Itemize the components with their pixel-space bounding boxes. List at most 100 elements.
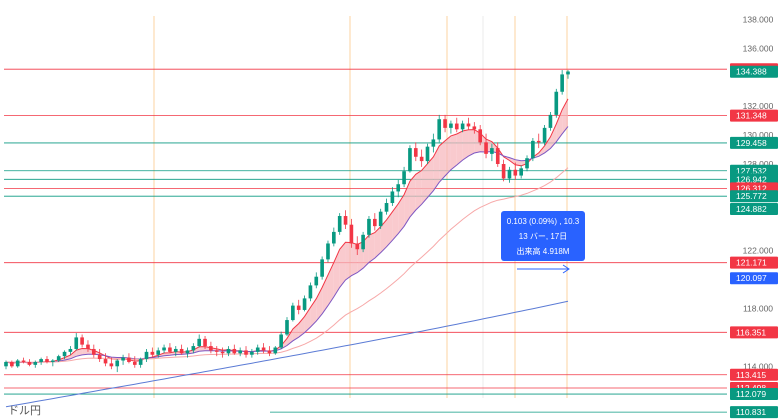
cloud-segment-66 — [392, 203, 399, 241]
cloud-segment-56 — [333, 249, 340, 297]
cloud-segment-79 — [468, 129, 475, 157]
candle-body-85 — [501, 164, 506, 179]
candle-41 — [244, 346, 248, 358]
price-badge-label-15: 110.831 — [736, 407, 766, 417]
candle-body-53 — [314, 276, 319, 286]
cloud-segment-62 — [368, 232, 375, 263]
candle-38 — [226, 346, 231, 357]
candle-77 — [454, 117, 459, 133]
candle-body-52 — [308, 285, 313, 299]
candle-body-16 — [97, 354, 102, 360]
candle-35 — [209, 341, 213, 354]
candle-69 — [408, 145, 412, 173]
candle-67 — [396, 179, 401, 198]
candle-body-4 — [27, 361, 32, 365]
candle-body-14 — [86, 344, 90, 349]
tooltip-volume: 出来高 4.918M — [516, 247, 570, 256]
candle-4 — [27, 359, 32, 367]
candle-body-87 — [513, 169, 518, 176]
candle-body-29 — [173, 348, 178, 352]
cloud-segment-70 — [415, 170, 422, 211]
y-axis-ticks: 138.000 136.000 132.000 130.000 128.000 122.0… — [743, 15, 774, 372]
candle-body-66 — [390, 191, 395, 204]
candle-body-64 — [378, 211, 383, 227]
candle-body-75 — [443, 119, 447, 128]
candle-body-63 — [372, 218, 377, 227]
candle-body-80 — [472, 126, 477, 130]
candle-body-92 — [542, 127, 547, 143]
cloud-segment-53 — [316, 287, 323, 322]
candle-27 — [162, 344, 166, 354]
candle-52 — [308, 282, 313, 302]
candle-46 — [273, 346, 278, 355]
candle-body-33 — [197, 338, 202, 347]
candle-42 — [250, 348, 254, 358]
ma-long-line — [5, 300, 569, 408]
symbol-label: ドル円 — [8, 405, 41, 417]
candle-body-1 — [10, 361, 14, 367]
price-badge-2 — [730, 109, 778, 122]
candle-body-96 — [566, 71, 570, 75]
candle-body-19 — [115, 360, 120, 367]
cloud-segment-64 — [380, 219, 387, 253]
candle-63 — [372, 213, 377, 231]
y-tick-label-2: 132.000 — [743, 101, 774, 111]
candle-33 — [197, 334, 202, 348]
candle-43 — [255, 344, 260, 355]
candle-body-45 — [267, 350, 272, 354]
candle-body-70 — [413, 148, 418, 157]
tooltip-change: 0.103 (0.09%) , 10.3 — [506, 217, 580, 226]
candle-body-69 — [408, 148, 412, 172]
price-badge-10 — [730, 272, 778, 285]
candle-87 — [513, 162, 518, 180]
candle-body-84 — [495, 148, 500, 164]
candle-body-58 — [343, 216, 348, 225]
candle-25 — [150, 347, 155, 358]
candle-86 — [507, 166, 512, 183]
price-badge-label-3: 129.458 — [736, 138, 767, 148]
candle-body-8 — [51, 360, 55, 362]
candle-body-71 — [419, 156, 424, 162]
price-badge-label-5: 126.942 — [736, 174, 767, 184]
price-badge-7 — [730, 190, 778, 203]
candle-body-48 — [285, 320, 289, 335]
candle-22 — [132, 356, 137, 368]
tooltip-bars: 13 バー, 17日 — [518, 232, 568, 241]
price-badge-15 — [730, 406, 778, 419]
candle-82 — [484, 133, 488, 159]
price-badge-label-9: 121.171 — [736, 258, 767, 268]
candle-62 — [367, 216, 371, 238]
candle-79 — [466, 117, 471, 130]
cloud-segment-59 — [351, 242, 358, 276]
candle-body-23 — [138, 359, 143, 365]
candle-61 — [361, 231, 365, 253]
candle-body-78 — [460, 123, 465, 130]
candle-59 — [349, 218, 354, 248]
candle-81 — [478, 124, 483, 146]
candle-88 — [519, 165, 523, 179]
cloud-segment-76 — [450, 134, 457, 170]
candle-8 — [51, 359, 55, 367]
candle-body-82 — [484, 142, 488, 154]
candle-body-0 — [4, 361, 8, 367]
candle-body-24 — [144, 351, 149, 360]
candle-94 — [554, 88, 559, 118]
candle-body-61 — [361, 234, 365, 250]
cloud-segment-72 — [427, 156, 434, 198]
candle-19 — [115, 359, 120, 373]
candle-68 — [402, 166, 406, 188]
candle-55 — [326, 240, 330, 263]
price-badge-12 — [730, 368, 778, 381]
y-tick-label-7: 114.000 — [743, 361, 773, 371]
candle-body-91 — [536, 140, 541, 143]
candle-body-76 — [449, 123, 453, 128]
candle-body-89 — [525, 158, 529, 169]
candle-body-90 — [531, 140, 535, 159]
candle-16 — [97, 348, 102, 362]
candle-14 — [86, 340, 90, 352]
candle-34 — [203, 335, 207, 349]
candle-body-10 — [62, 351, 67, 357]
candle-71 — [419, 149, 424, 167]
candle-83 — [490, 143, 494, 162]
